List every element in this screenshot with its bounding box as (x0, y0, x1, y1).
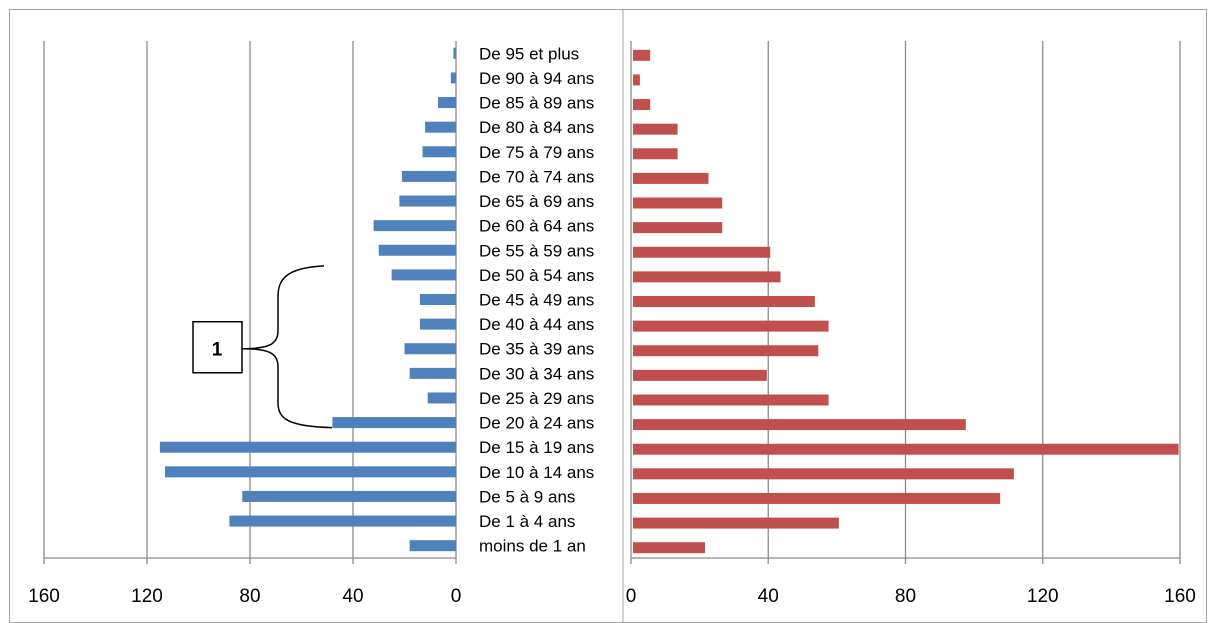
right-bar (633, 369, 767, 381)
left-bar (373, 220, 456, 232)
right-bar (633, 123, 678, 135)
left-bars (159, 47, 456, 552)
right-tick-labels: 0 40 80 120 160 (626, 586, 1196, 607)
left-bar (401, 170, 456, 182)
left-bar (419, 294, 456, 305)
right-bar (633, 468, 1014, 480)
right-bar (633, 49, 651, 61)
right-bar (633, 246, 771, 258)
category-label: De 75 à 79 ans (479, 143, 594, 162)
category-label: moins de 1 an (479, 537, 586, 556)
left-bar (229, 515, 456, 527)
left-bar (159, 441, 456, 453)
left-bar (425, 121, 456, 133)
chart-border (9, 9, 1207, 623)
category-label: De 35 à 39 ans (479, 340, 594, 359)
right-bar (633, 148, 678, 160)
category-label: De 50 à 54 ans (479, 266, 594, 285)
right-bar (633, 296, 815, 307)
left-tick-label: 120 (131, 586, 163, 607)
left-bar (399, 195, 456, 207)
category-label: De 15 à 19 ans (479, 438, 594, 457)
left-bar (332, 417, 456, 429)
right-bar (633, 419, 966, 431)
category-label: De 10 à 14 ans (479, 463, 594, 482)
category-label: De 30 à 34 ans (479, 364, 594, 383)
right-bar (633, 443, 1179, 455)
left-tick-labels: 160 120 80 40 0 (28, 586, 461, 607)
category-label: De 45 à 49 ans (479, 291, 594, 310)
left-gridlines (43, 41, 457, 564)
right-bar (633, 99, 651, 111)
right-bar (633, 197, 723, 209)
annotation-box (192, 320, 243, 374)
right-tick-label: 80 (895, 586, 916, 607)
left-bar (242, 490, 456, 502)
right-tick-label: 160 (1164, 586, 1196, 607)
category-label: De 5 à 9 ans (479, 487, 575, 506)
right-tick-label: 40 (758, 586, 779, 607)
right-bar (633, 222, 723, 234)
category-label: De 85 à 89 ans (479, 94, 594, 113)
left-bar (165, 466, 456, 478)
left-bar (453, 47, 456, 59)
left-bar (391, 269, 456, 281)
category-label: De 60 à 64 ans (479, 217, 594, 236)
category-label: De 20 à 24 ans (479, 414, 594, 433)
left-tick-label: 160 (28, 586, 60, 607)
left-tick-label: 80 (239, 586, 260, 607)
category-label: De 65 à 69 ans (479, 192, 594, 211)
category-label: De 95 et plus (479, 44, 579, 63)
category-label: De 1 à 4 ans (479, 512, 575, 531)
right-bar (633, 345, 819, 357)
left-bar (378, 244, 456, 256)
category-label: De 40 à 44 ans (479, 315, 594, 334)
annotation-label: 1 (212, 340, 223, 361)
category-labels: moins de 1 an De 1 à 4 ans De 5 à 9 ans De … (479, 44, 594, 555)
left-bar (409, 367, 456, 379)
left-bar (404, 343, 456, 355)
annotation-brace (241, 265, 333, 429)
right-bar (633, 271, 781, 283)
left-bar (422, 146, 456, 158)
chart-frame (9, 9, 1207, 623)
left-bar (409, 540, 456, 552)
left-bar (427, 392, 456, 404)
right-bar (633, 320, 829, 332)
right-bars (633, 49, 1179, 554)
category-label: De 90 à 94 ans (479, 69, 594, 88)
right-bar (633, 492, 1001, 504)
right-tick-label: 0 (626, 586, 637, 607)
category-label: De 80 à 84 ans (479, 118, 594, 137)
right-bar (633, 74, 640, 86)
category-label: De 55 à 59 ans (479, 241, 594, 260)
right-bar (633, 517, 839, 529)
category-label: De 70 à 74 ans (479, 167, 594, 186)
right-bar (633, 172, 709, 184)
left-tick-label: 40 (342, 586, 363, 607)
left-bar (419, 318, 456, 330)
category-label: De 25 à 29 ans (479, 389, 594, 408)
right-bar (633, 542, 706, 554)
right-tick-label: 120 (1027, 586, 1059, 607)
left-tick-label: 0 (451, 586, 462, 607)
left-bar (437, 97, 456, 109)
annotation-group: 1 (192, 265, 333, 429)
right-bar (633, 394, 829, 406)
left-bar (450, 72, 456, 84)
